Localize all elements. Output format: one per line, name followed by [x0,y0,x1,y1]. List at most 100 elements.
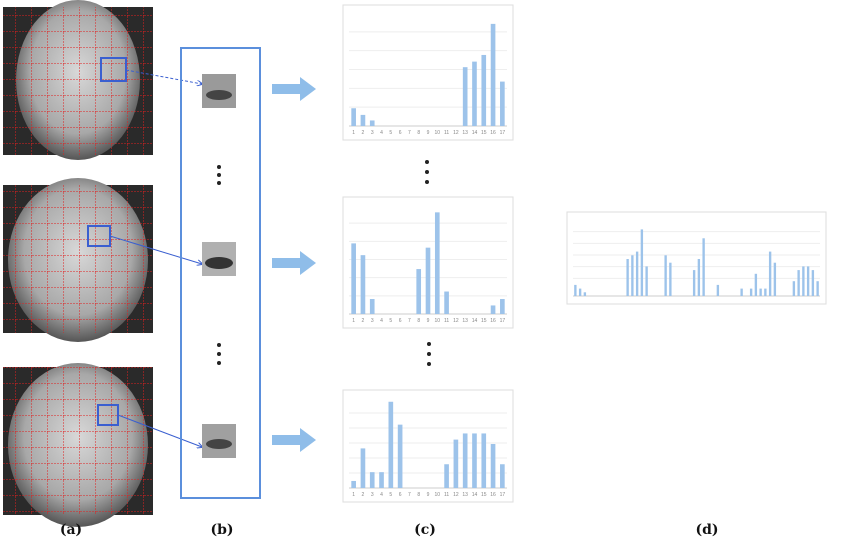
bar [481,433,487,488]
x-tick-label: 14 [472,130,478,136]
x-tick-label: 6 [399,130,402,136]
bar [369,472,375,488]
panel-label: (c) [414,522,436,538]
bar [425,247,431,314]
x-tick-label: 13 [462,318,468,324]
face-1 [3,0,153,160]
bar [500,464,505,488]
patches [202,74,236,458]
x-tick-label: 4 [380,130,383,136]
bar [645,266,648,296]
x-tick-label: 12 [453,318,459,324]
bar [351,108,356,126]
x-tick-label: 3 [371,130,374,136]
bar [500,81,505,126]
x-tick-label: 11 [444,492,449,498]
x-tick-label: 13 [462,492,468,498]
bar [462,433,468,488]
bar [472,433,477,488]
x-tick-label: 11 [444,318,449,324]
ellipsis-dots [217,160,431,366]
bar [481,54,487,126]
bar [379,472,384,488]
bar [749,288,753,296]
bar [811,270,815,296]
connectors [109,69,202,447]
x-tick-label: 5 [389,130,392,136]
bar [360,255,366,314]
bar [802,266,805,296]
bar [397,424,403,488]
bar [500,299,505,314]
x-tick-label: 14 [472,318,478,324]
x-tick-label: 16 [490,492,496,498]
x-tick-label: 2 [362,130,365,136]
histograms: 1 2 3 4 5 6 7 8 9 10 11 12 13 14 15 16 171 2 3 4 5 6 7 8 9 10 11 12… [342,4,827,503]
chart-frame [342,389,514,503]
bar [462,67,468,126]
bar [664,255,667,296]
x-tick-label: 4 [380,318,383,324]
bar [434,212,440,314]
x-tick-label: 7 [408,130,411,136]
x-tick-label: 10 [435,318,441,324]
bar [453,439,459,488]
x-tick-label: 16 [490,130,496,136]
x-tick-label: 9 [427,130,430,136]
bar [631,255,634,296]
bar [768,251,772,296]
bar [490,305,496,314]
x-tick-label: 16 [490,318,496,324]
x-tick-label: 7 [408,492,411,498]
bar [697,259,701,296]
chart-frame [342,4,514,141]
bar [574,284,577,296]
bar [369,299,375,314]
arrows [272,77,316,452]
x-tick-label: 9 [427,318,430,324]
bar [764,288,767,296]
bar [640,229,644,296]
x-tick-label: 17 [500,492,506,498]
bar [583,292,587,296]
bar [740,288,743,296]
x-tick-label: 8 [417,130,420,136]
x-tick-label: 3 [371,492,374,498]
bar [635,251,639,296]
bar [669,262,672,296]
bar [360,448,366,488]
bar [792,281,796,296]
bar [444,464,449,488]
bar [759,288,762,296]
x-tick-label: 14 [472,492,478,498]
x-tick-label: 8 [417,318,420,324]
face-images [3,0,153,527]
patch-box [180,47,261,499]
x-tick-label: 12 [453,130,459,136]
chart-frame [566,211,827,305]
face-2 [3,178,153,342]
panel-label: (a) [60,522,82,538]
x-tick-label: 1 [352,318,355,324]
x-tick-label: 8 [417,492,420,498]
bar [716,284,720,296]
bar [692,270,696,296]
x-tick-label: 10 [435,130,441,136]
bar [369,120,375,126]
bar [472,61,477,127]
x-tick-label: 1 [352,492,355,498]
bar [806,266,810,296]
bar [797,270,800,296]
x-tick-label: 15 [481,318,487,324]
bar [351,243,356,314]
panel-label: (d) [695,522,718,538]
bar [490,444,496,488]
panel-label: (b) [210,522,233,538]
x-tick-label: 6 [399,492,402,498]
x-tick-label: 3 [371,318,374,324]
x-tick-label: 11 [444,130,449,136]
x-tick-label: 9 [427,492,430,498]
x-tick-label: 2 [362,318,365,324]
bar [773,262,777,296]
